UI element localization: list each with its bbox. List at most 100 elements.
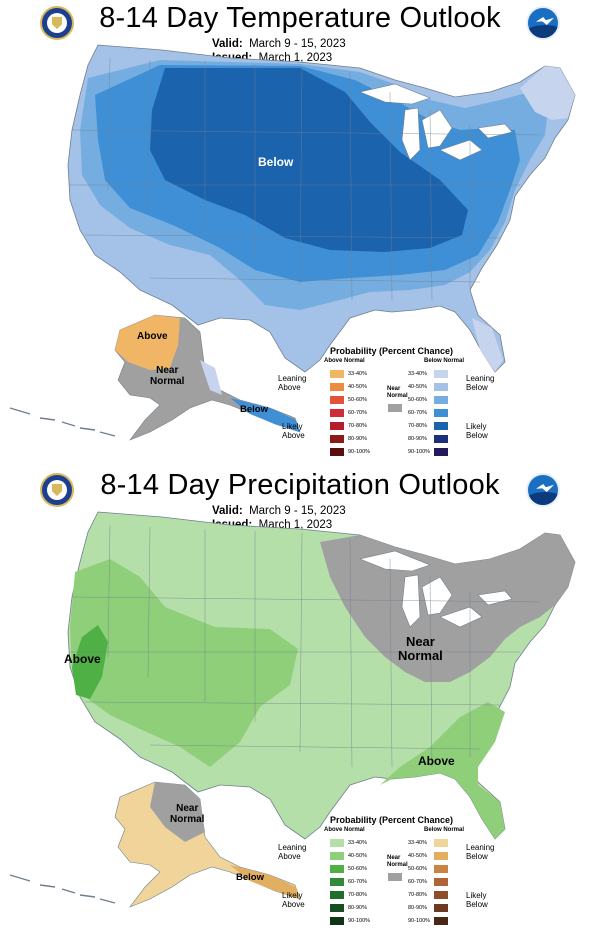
temperature-legend-leaning-above: Leaning Above [278,374,307,392]
above-swatch-1 [330,370,344,378]
conus-below-core-region [150,68,468,252]
above-step-label-3: 50-60% [348,397,367,403]
above-step-label-6: 80-90% [348,436,367,442]
commerce-seal-icon [40,6,74,40]
above-swatch-7 [330,448,344,456]
below-step-label-3: 50-60% [408,397,427,403]
above-swatch-6 [330,435,344,443]
alaska-above-region [115,315,180,370]
above-swatch-5 [330,422,344,430]
below-step-label-4: 60-70% [408,410,427,416]
great-lakes [358,550,513,628]
below-step-label-6: 80-90% [408,436,427,442]
great-lakes [358,83,513,161]
precipitation-legend-likely-below: Likely Below [466,891,488,909]
below-step-label-7: 90-100% [408,918,431,924]
commerce-seal-icon [40,473,74,507]
below-step-label-5: 70-80% [408,423,427,429]
state-boundaries [70,57,541,301]
above-step-label-1: 33-40% [348,371,367,377]
precipitation-legend-below-header: Below Normal [424,827,465,833]
below-swatch-4 [434,878,448,886]
temperature-legend-near-normal: Near Normal [387,386,408,399]
below-swatch-6 [434,904,448,912]
above-swatch-1 [330,839,344,847]
below-step-label-2: 40-50% [408,384,427,390]
temperature-alaska-near-normal-label: Near Normal [150,365,185,387]
temperature-legend-likely-above: Likely Above [282,422,305,440]
below-swatch-3 [434,396,448,404]
above-swatch-2 [330,852,344,860]
temperature-legend-below-header: Below Normal [424,358,465,364]
above-step-label-1: 33-40% [348,840,367,846]
temperature-valid: Valid: March 9 - 15, 2023 [212,38,346,50]
precipitation-west-above-label: Above [64,652,101,666]
alaska-below-panhandle [230,398,300,432]
above-step-label-5: 70-80% [348,423,367,429]
above-step-label-7: 90-100% [348,449,371,455]
above-swatch-3 [330,396,344,404]
below-swatch-7 [434,448,448,456]
below-swatch-7 [434,917,448,925]
below-step-label-6: 80-90% [408,905,427,911]
above-swatch-3 [330,865,344,873]
precipitation-great-lakes-near-normal-label: Near Normal [398,634,443,663]
temperature-legend-title: Probability (Percent Chance) [330,346,454,356]
below-swatch-5 [434,891,448,899]
temperature-title: 8-14 Day Temperature Outlook [99,2,501,34]
below-swatch-5 [434,422,448,430]
below-swatch-1 [434,839,448,847]
temperature-map [9,44,576,441]
precipitation-legend-title: Probability (Percent Chance) [330,815,454,825]
above-step-label-7: 90-100% [348,918,371,924]
precipitation-legend-near-normal: Near Normal [387,855,408,868]
below-step-label-5: 70-80% [408,892,427,898]
temperature-legend-likely-below: Likely Below [466,422,488,440]
below-swatch-3 [434,865,448,873]
precipitation-alaska-near-normal-label: Near Normal [170,803,205,825]
temperature-legend-leaning-below: Leaning Below [466,374,495,392]
below-swatch-6 [434,435,448,443]
above-step-label-4: 60-70% [348,879,367,885]
alaska-below-panhandle [230,865,300,899]
precipitation-legend-likely-above: Likely Above [282,891,305,909]
precipitation-map [9,511,576,908]
above-step-label-5: 70-80% [348,892,367,898]
great-lakes-near-normal-region [320,533,575,682]
florida-leaning-region [472,318,503,372]
conus-northeast-leaning-region [520,66,575,120]
southeast-40-50-region [380,702,505,839]
precipitation-southeast-above-label: Above [418,754,455,768]
state-boundaries [70,524,541,768]
below-step-label-2: 40-50% [408,853,427,859]
noaa-logo-icon [526,473,560,507]
precipitation-alaska-below-label: Below [236,872,264,883]
below-step-label-1: 33-40% [408,371,427,377]
temperature-alaska-below-label: Below [240,404,268,415]
below-step-label-1: 33-40% [408,840,427,846]
temperature-legend: Probability (Percent Chance) Above Norma… [272,346,494,464]
temperature-alaska-above-label: Above [137,331,168,342]
west-50-60-region [72,625,108,699]
temperature-legend-above-header: Above Normal [324,358,365,364]
above-step-label-4: 60-70% [348,410,367,416]
precipitation-legend: Probability (Percent Chance) Above Norma… [272,815,494,933]
above-step-label-2: 40-50% [348,853,367,859]
below-step-label-7: 90-100% [408,449,431,455]
below-swatch-2 [434,383,448,391]
below-step-label-3: 50-60% [408,866,427,872]
above-swatch-4 [330,409,344,417]
below-step-label-4: 60-70% [408,879,427,885]
below-swatch-4 [434,409,448,417]
aleutian-islands [9,874,116,904]
precipitation-title: 8-14 Day Precipitation Outlook [100,469,500,501]
precipitation-legend-leaning-below: Leaning Below [466,843,495,861]
above-swatch-2 [330,383,344,391]
precipitation-outlook-panel: 8-14 Day Precipitation Outlook Valid: Ma… [0,467,600,934]
precipitation-legend-near-swatch [388,873,402,881]
noaa-logo-icon [526,6,560,40]
above-step-label-6: 80-90% [348,905,367,911]
precipitation-legend-leaning-above: Leaning Above [278,843,307,861]
temperature-legend-near-swatch [388,404,402,412]
alaska-leaning-below-region [200,360,222,395]
